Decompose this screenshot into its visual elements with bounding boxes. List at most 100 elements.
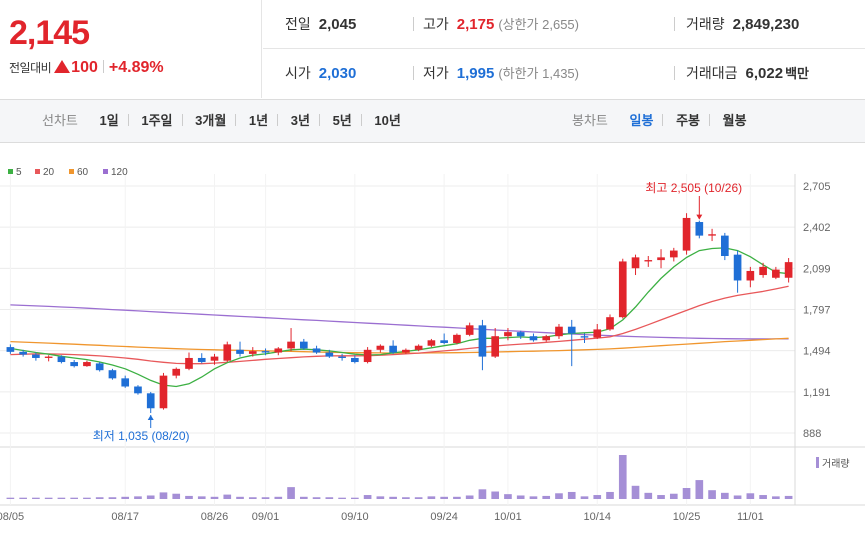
candle xyxy=(223,344,232,361)
period-10y[interactable]: 10년 xyxy=(374,113,401,128)
volume-bar xyxy=(542,495,551,499)
candle xyxy=(567,326,576,334)
candle xyxy=(95,363,104,371)
volume-bar xyxy=(70,497,78,499)
volume-bar xyxy=(593,495,602,499)
up-triangle-icon xyxy=(54,60,71,73)
period-1w[interactable]: 1주일 xyxy=(141,113,173,128)
legend-label: 20 xyxy=(43,167,55,178)
volume-bar xyxy=(223,494,232,499)
period-3y[interactable]: 3년 xyxy=(290,113,310,128)
y-tick-label: 1,494 xyxy=(803,346,831,358)
candle xyxy=(593,329,602,338)
stats-row-1: 전일 2,045 고가 2,175 (상한가 2,655) 거래량 2,849,230 xyxy=(263,0,865,49)
legend-label: 120 xyxy=(111,167,128,178)
stat-label: 저가 xyxy=(423,65,449,81)
volume-bar xyxy=(402,497,410,499)
candle xyxy=(236,349,244,354)
x-tick-label: 08/05 xyxy=(0,511,24,523)
candle xyxy=(784,262,793,278)
candle xyxy=(338,356,346,358)
volume-bar xyxy=(83,497,91,499)
legend-swatch xyxy=(35,169,40,174)
candle xyxy=(376,345,385,350)
candle xyxy=(121,378,130,387)
stat-sub: (상한가 2,655) xyxy=(498,17,579,32)
candle xyxy=(631,257,640,269)
candle xyxy=(644,260,653,262)
period-1y[interactable]: 1년 xyxy=(248,113,269,128)
low-annotation: 최저 1,035 (08/20) xyxy=(93,429,190,443)
candle xyxy=(453,334,461,344)
candle xyxy=(6,347,15,352)
ma5-line xyxy=(10,247,789,388)
volume-bar xyxy=(478,489,487,499)
ma60-line xyxy=(10,337,789,354)
volume-bar xyxy=(197,496,206,499)
candle xyxy=(351,357,359,363)
candle xyxy=(555,326,563,337)
volume-bar xyxy=(695,480,704,499)
period-daily[interactable]: 일봉 xyxy=(629,113,654,128)
volume-bar xyxy=(644,492,653,499)
candle xyxy=(32,354,40,358)
period-3m[interactable]: 3개월 xyxy=(195,113,227,128)
period-5y[interactable]: 5년 xyxy=(332,113,352,128)
volume-bar xyxy=(44,497,53,499)
stat-label: 전일 xyxy=(285,16,311,32)
legend-swatch xyxy=(69,169,74,174)
volume-bar xyxy=(19,497,27,499)
stat-label: 시가 xyxy=(285,65,311,81)
candle xyxy=(108,370,117,379)
stat-label: 고가 xyxy=(423,16,449,32)
y-tick-label: 2,402 xyxy=(803,222,831,234)
volume-bar xyxy=(708,490,716,499)
volume-bar xyxy=(491,491,500,499)
volume-bar xyxy=(669,493,678,499)
volume-legend-swatch xyxy=(816,457,819,468)
line-chart-periods: 선차트 1일 1주일 3개월 1년 3년 5년 10년 xyxy=(42,100,401,142)
stat-amount: 거래대금 6,022 백만 xyxy=(686,49,809,98)
period-weekly[interactable]: 주봉 xyxy=(676,113,700,128)
volume-bar xyxy=(351,497,359,499)
volume-bar xyxy=(759,495,767,499)
high-arrow-icon xyxy=(696,214,703,220)
candle xyxy=(414,345,423,350)
candle xyxy=(185,357,193,369)
y-tick-label: 2,705 xyxy=(803,181,831,193)
y-tick-label: 1,797 xyxy=(803,305,831,317)
volume-bar xyxy=(312,497,321,499)
candle xyxy=(261,351,270,353)
volume-bar xyxy=(606,491,614,499)
candlestick-chart: 2,705 2,402 2,099 1,797 1,494 1,191 888 5 20 60 12… xyxy=(0,167,865,523)
ma20-line xyxy=(10,285,789,365)
period-monthly[interactable]: 월봉 xyxy=(722,113,747,128)
candle xyxy=(542,336,551,341)
candle xyxy=(695,222,704,236)
legend-swatch xyxy=(103,169,108,174)
x-tick-label: 09/10 xyxy=(341,511,369,523)
volume-bar xyxy=(376,496,385,499)
x-tick-label: 09/01 xyxy=(252,511,280,523)
candle xyxy=(618,261,627,318)
candle xyxy=(708,234,716,236)
period-1d[interactable]: 1일 xyxy=(99,113,119,128)
volume-bar xyxy=(57,497,66,499)
candle xyxy=(57,356,66,363)
volume-bar xyxy=(414,497,423,499)
volume-bar xyxy=(210,496,219,499)
volume-bar xyxy=(631,485,640,499)
candle xyxy=(389,345,397,353)
volume-bar xyxy=(555,493,563,499)
volume-bar xyxy=(274,496,283,499)
divider xyxy=(102,60,104,73)
volume-bar xyxy=(784,495,793,499)
volume-bar xyxy=(363,495,372,499)
volume-bar xyxy=(32,497,40,499)
volume-bar xyxy=(108,497,117,499)
stat-value: 2,849,230 xyxy=(732,16,800,33)
volume-bar xyxy=(453,496,461,499)
candle-chart-periods: 봉차트 일봉 주봉 월봉 xyxy=(572,100,747,142)
y-tick-label: 888 xyxy=(803,428,821,440)
volume-legend-label: 거래량 xyxy=(822,458,850,470)
